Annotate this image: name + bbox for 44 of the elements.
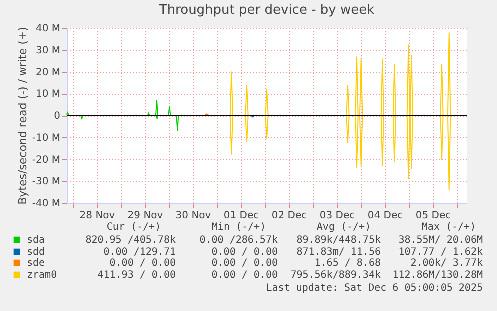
y-tick-label: 20 M [36,67,60,78]
x-tick-label: 04 Dec [368,210,404,222]
text: 2.00k/ 3.77k [410,258,483,269]
text: 0.00 /286.57k [200,235,278,246]
y-tick-label: -40 M [32,198,60,210]
x-tick-label: 02 Dec [272,210,308,222]
text: 411.93 / 0.00 [98,270,176,281]
text: 1.65 / 8.68 [314,258,381,269]
x-tick-label: 05 Dec [416,210,452,222]
text: Avg (-/+) [316,222,372,233]
text: 0.00 / 0.00 [212,258,278,269]
x-tick-label: 30 Nov [176,210,212,222]
text: Cur (-/+) [106,222,162,233]
text: 0.00 / 0.00 [212,270,278,281]
x-tick-label: 29 Nov [128,210,164,222]
text: 112.86M/130.28M [392,270,483,281]
y-tick-label: 40 M [36,24,60,34]
legend-label: sdd [27,247,46,258]
y-axis-title: Bytes/second read (-) / write (+) [16,27,30,205]
legend-label: sde [27,258,46,269]
y-tick-label: -10 M [32,132,60,144]
x-tick-label: 28 Nov [80,210,116,222]
text: 0.00 / 0.00 [110,258,176,269]
y-tick-label: 30 M [36,45,60,56]
text: 89.89k/448.75k [296,235,381,246]
y-tick-label: 10 M [36,89,60,100]
y-tick-label: -30 M [32,176,60,188]
x-tick-label: 01 Dec [224,210,260,222]
text: 107.77 / 1.62k [398,247,483,258]
text: 820.95 /405.78k [86,235,176,246]
text: Max (-/+) [422,222,476,233]
chart-title: Throughput per device - by week [158,3,376,18]
legend-label: zram0 [27,270,58,281]
legend-label: sda [27,235,46,246]
x-tick-label: 03 Dec [320,210,356,222]
text: 0.00 /129.71 [104,247,176,258]
y-tick-label: 0 [54,111,60,122]
text: 871.83m/ 11.56 [296,247,381,258]
text: 0.00 / 0.00 [212,247,278,258]
text: 38.55M/ 20.06M [398,235,483,246]
y-tick-label: -20 M [32,154,60,166]
text: Last update: Sat Dec 6 05:00:05 2025 [266,283,483,294]
text: 795.56k/889.34k [290,270,381,281]
text: Min (-/+) [212,222,266,233]
